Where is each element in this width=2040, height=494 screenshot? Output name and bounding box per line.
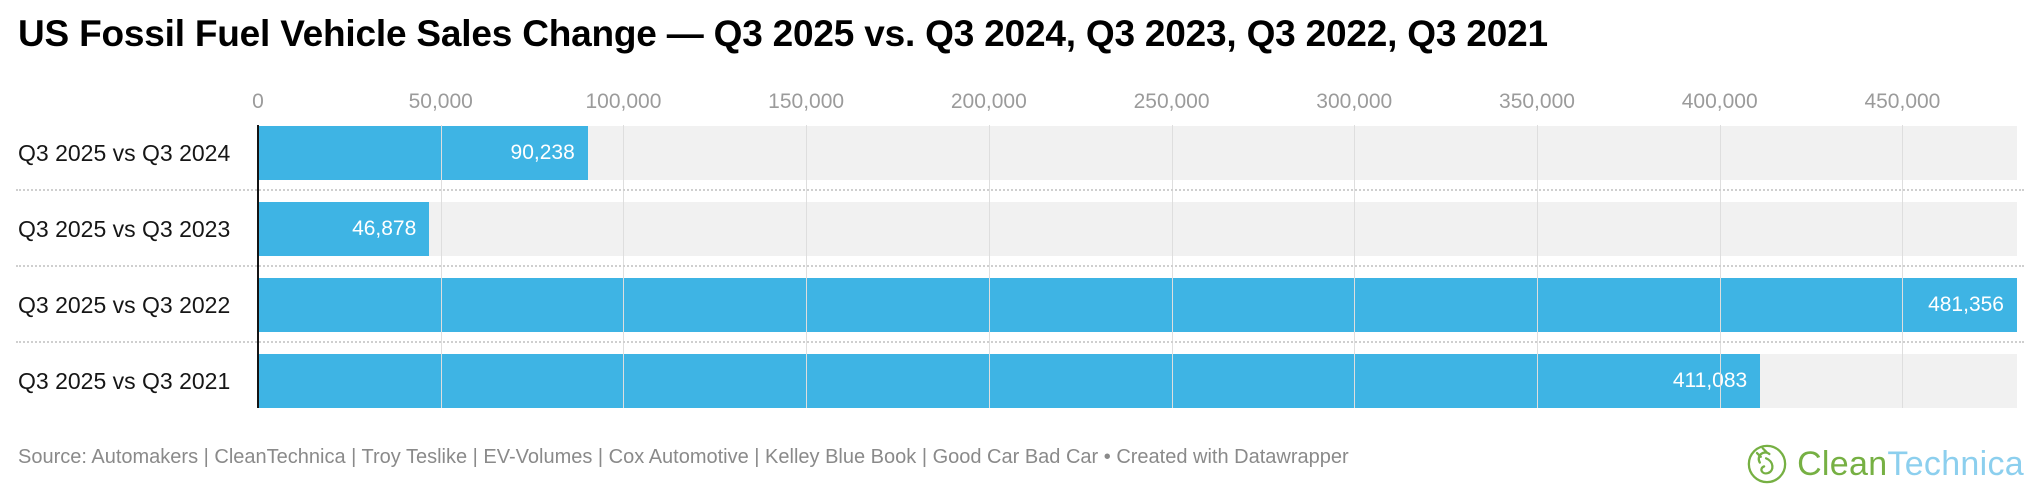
plot-area — [257, 125, 2017, 408]
cleantechnica-logo[interactable]: CleanTechnica — [1746, 443, 2024, 485]
x-tick-label: 50,000 — [408, 90, 473, 113]
logo-text-technica: Technica — [1887, 444, 2024, 483]
bar-track: 46,878 — [258, 202, 2017, 256]
bar-row: Q3 2025 vs Q3 2022 481,356 — [0, 278, 2040, 332]
category-label: Q3 2025 vs Q3 2022 — [18, 291, 231, 318]
bar-track: 411,083 — [258, 354, 2017, 408]
chart-title: US Fossil Fuel Vehicle Sales Change — Q3… — [18, 13, 1548, 54]
x-tick-label: 400,000 — [1681, 90, 1758, 113]
x-tick-label: 0 — [252, 90, 264, 113]
x-tick-label: 150,000 — [768, 90, 845, 113]
category-label: Q3 2025 vs Q3 2024 — [18, 139, 231, 166]
bar-row: Q3 2025 vs Q3 2023 46,878 — [0, 202, 2040, 256]
bar[interactable]: 90,238 — [258, 126, 588, 180]
x-tick-label: 450,000 — [1864, 90, 1941, 113]
x-tick-label: 100,000 — [585, 90, 662, 113]
source-attribution: Source: Automakers | CleanTechnica | Tro… — [18, 446, 1349, 468]
row-separator — [16, 189, 2024, 191]
bar-value-label: 411,083 — [1672, 369, 1748, 392]
cleantechnica-plug-icon — [1746, 443, 1788, 485]
category-label: Q3 2025 vs Q3 2023 — [18, 215, 231, 242]
row-separator — [16, 341, 2024, 343]
category-label: Q3 2025 vs Q3 2021 — [18, 367, 231, 394]
x-tick-label: 350,000 — [1499, 90, 1575, 113]
bar-value-label: 46,878 — [352, 217, 417, 240]
row-separator — [16, 265, 2024, 267]
x-tick-label: 300,000 — [1316, 90, 1393, 113]
bar-value-label: 481,356 — [1928, 293, 2004, 316]
bar-track: 90,238 — [258, 126, 2017, 180]
logo-text: CleanTechnica — [1797, 445, 2024, 484]
bar-value-label: 90,238 — [510, 141, 575, 164]
x-axis: 0 50,000 100,000 150,000 200,000 250,000 300,0… — [0, 90, 2040, 116]
bar-row: Q3 2025 vs Q3 2024 90,238 — [0, 126, 2040, 180]
bar-track: 481,356 — [258, 278, 2017, 332]
bar-row: Q3 2025 vs Q3 2021 411,083 — [0, 354, 2040, 408]
bar[interactable]: 411,083 — [258, 354, 1761, 408]
x-tick-label: 250,000 — [1133, 90, 1210, 113]
logo-text-clean: Clean — [1797, 444, 1888, 483]
bar[interactable]: 481,356 — [258, 278, 2017, 332]
bar[interactable]: 46,878 — [258, 202, 430, 256]
x-tick-label: 200,000 — [950, 90, 1027, 113]
